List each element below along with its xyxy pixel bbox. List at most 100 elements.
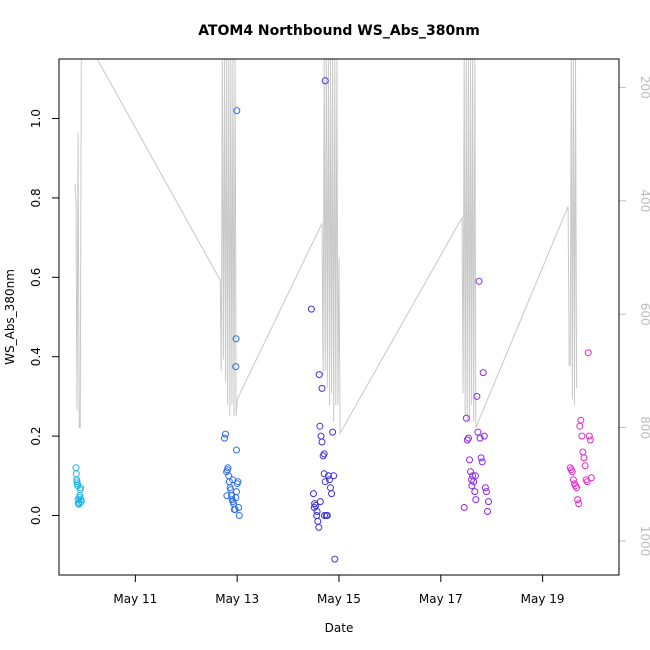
right-tick-label: 200 bbox=[638, 76, 650, 99]
data-point bbox=[235, 512, 243, 519]
data-point bbox=[581, 462, 589, 470]
data-point bbox=[480, 432, 488, 440]
data-point bbox=[320, 470, 328, 478]
data-point bbox=[316, 498, 324, 506]
data-point bbox=[568, 468, 576, 476]
y-tick-label: 0.4 bbox=[29, 347, 43, 366]
data-point bbox=[473, 392, 481, 400]
data-point bbox=[221, 434, 228, 442]
data-point bbox=[467, 468, 474, 476]
data-point bbox=[328, 490, 336, 498]
data-point bbox=[331, 555, 339, 563]
data-point bbox=[579, 448, 587, 456]
y-tick-label: 0.0 bbox=[29, 506, 43, 525]
data-point bbox=[464, 434, 472, 442]
data-point bbox=[316, 422, 324, 430]
right-tick-label: 600 bbox=[638, 303, 650, 326]
data-point bbox=[466, 456, 473, 464]
x-tick-label: May 19 bbox=[521, 592, 565, 606]
data-point bbox=[583, 478, 591, 486]
x-tick-label: May 11 bbox=[113, 592, 157, 606]
chart-title: ATOM4 Northbound WS_Abs_380nm bbox=[198, 23, 480, 39]
data-point bbox=[578, 432, 586, 440]
data-point bbox=[477, 454, 485, 462]
data-point bbox=[462, 414, 470, 422]
data-point bbox=[471, 488, 479, 496]
data-point bbox=[317, 432, 325, 440]
data-point bbox=[323, 512, 331, 519]
data-point bbox=[222, 430, 229, 438]
data-point bbox=[327, 484, 334, 492]
data-point bbox=[481, 484, 489, 492]
data-point bbox=[574, 496, 582, 504]
data-point bbox=[326, 476, 333, 484]
data-point bbox=[320, 450, 328, 458]
data-point bbox=[233, 107, 241, 115]
data-point bbox=[584, 349, 592, 357]
data-point bbox=[315, 523, 323, 531]
y-tick-label: 0.2 bbox=[29, 427, 43, 446]
right-tick-label: 800 bbox=[638, 416, 650, 439]
data-point bbox=[315, 371, 323, 379]
x-tick-label: May 15 bbox=[317, 592, 361, 606]
right-tick-label: 1000 bbox=[638, 526, 650, 557]
grey-line-layer bbox=[74, 59, 578, 436]
y-tick-label: 0.6 bbox=[29, 268, 43, 287]
data-point bbox=[223, 492, 231, 500]
data-point bbox=[324, 472, 332, 480]
data-point bbox=[472, 472, 479, 480]
right-tick-label: 400 bbox=[638, 189, 650, 212]
data-point bbox=[310, 490, 317, 498]
data-point bbox=[77, 484, 85, 492]
data-point bbox=[587, 474, 595, 482]
data-point bbox=[318, 384, 326, 392]
data-point bbox=[318, 438, 326, 446]
data-point bbox=[585, 432, 593, 440]
data-point bbox=[233, 488, 240, 496]
data-point bbox=[229, 476, 237, 484]
data-point bbox=[314, 517, 322, 525]
data-point bbox=[484, 508, 491, 515]
data-point bbox=[329, 428, 337, 436]
data-point bbox=[580, 454, 588, 462]
data-point bbox=[482, 488, 490, 496]
data-point bbox=[485, 498, 492, 506]
data-point bbox=[321, 512, 328, 519]
data-point bbox=[577, 416, 585, 424]
data-point bbox=[321, 77, 329, 85]
data-point bbox=[232, 363, 240, 371]
data-point bbox=[224, 464, 232, 472]
points-layer bbox=[72, 77, 595, 563]
plot-frame bbox=[58, 58, 620, 576]
y-tick-label: 1.0 bbox=[29, 109, 43, 128]
data-point bbox=[472, 496, 480, 504]
data-point bbox=[72, 464, 80, 472]
x-tick-label: May 17 bbox=[419, 592, 463, 606]
data-point bbox=[468, 482, 476, 490]
data-point bbox=[476, 434, 484, 442]
data-point bbox=[573, 484, 581, 492]
x-axis-label: Date bbox=[325, 621, 354, 635]
data-point bbox=[313, 508, 321, 515]
data-point bbox=[586, 436, 594, 444]
data-point bbox=[474, 428, 482, 436]
data-point bbox=[77, 498, 85, 506]
y-tick-label: 0.8 bbox=[29, 188, 43, 207]
y-axis-label: WS_Abs_380nm bbox=[3, 269, 17, 365]
data-point bbox=[233, 446, 240, 454]
data-point bbox=[321, 478, 329, 486]
data-point bbox=[478, 458, 486, 466]
data-point bbox=[569, 476, 577, 484]
data-point bbox=[479, 369, 487, 377]
data-point bbox=[575, 500, 583, 508]
data-point bbox=[232, 335, 240, 343]
data-point bbox=[307, 305, 315, 313]
data-point bbox=[576, 422, 584, 430]
data-point bbox=[330, 472, 338, 480]
grey-series-line bbox=[74, 59, 578, 436]
data-point bbox=[231, 506, 239, 513]
data-point bbox=[460, 504, 468, 511]
x-tick-label: May 13 bbox=[215, 592, 259, 606]
data-point bbox=[475, 277, 483, 285]
